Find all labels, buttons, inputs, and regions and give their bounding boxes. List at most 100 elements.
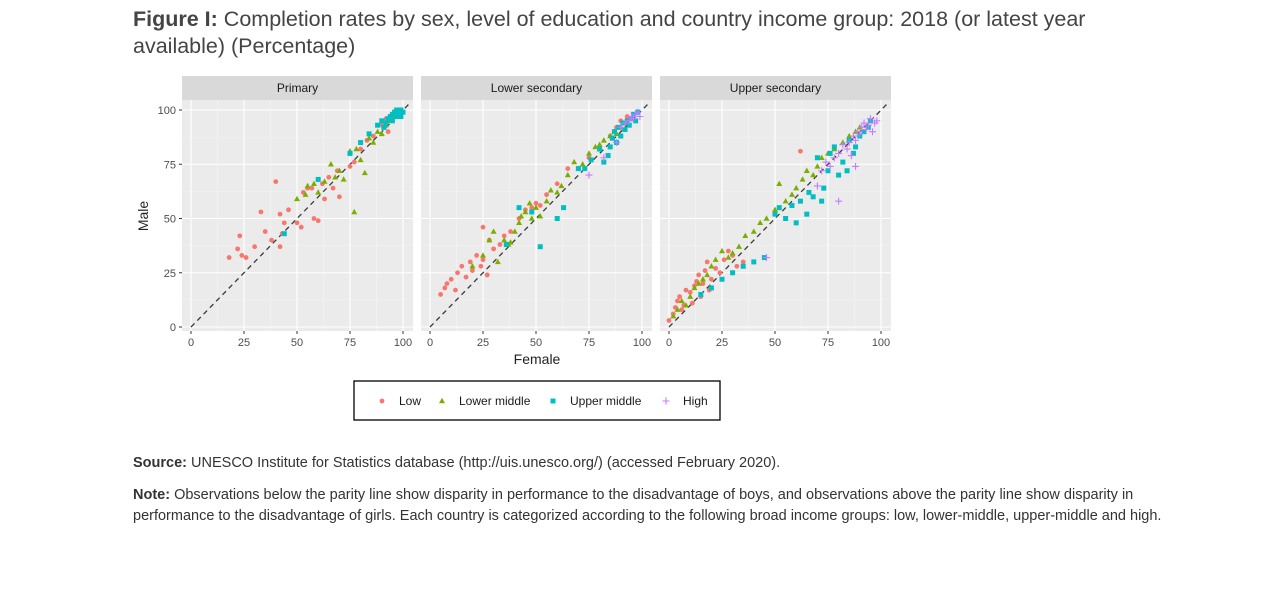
point-low: [679, 307, 685, 313]
point-high: [634, 108, 642, 116]
point-upper-middle: [740, 263, 746, 269]
x-tick-label: 100: [872, 337, 890, 349]
y-axis-label: Male: [135, 201, 151, 232]
point-lower-middle: [304, 182, 311, 189]
point-upper-middle: [719, 276, 725, 282]
point-upper-middle: [825, 168, 831, 174]
x-tick-label: 100: [633, 337, 651, 349]
point-upper-middle: [708, 285, 714, 291]
point-high: [866, 115, 874, 123]
legend-label: High: [683, 394, 708, 408]
point-lower-middle: [691, 284, 698, 291]
point-upper-middle: [516, 205, 522, 211]
point-lower-middle: [776, 180, 783, 186]
point-lower-middle: [533, 204, 539, 210]
point-upper-middle: [381, 124, 387, 130]
point-lower-middle: [439, 397, 445, 404]
point-high: [662, 397, 670, 405]
point-lower-middle: [490, 228, 497, 234]
legend-box: [353, 380, 721, 421]
point-low: [243, 255, 249, 260]
point-upper-middle: [607, 144, 613, 150]
point-high: [830, 154, 838, 162]
point-lower-middle: [750, 228, 757, 234]
point-lower-middle: [327, 161, 334, 167]
point-high: [636, 113, 644, 121]
point-upper-middle: [622, 127, 628, 133]
point-lower-middle: [793, 184, 800, 191]
point-low: [725, 248, 731, 254]
point-lower-middle: [571, 158, 578, 165]
point-upper-middle: [379, 118, 385, 124]
point-low: [358, 146, 363, 152]
point-upper-middle: [605, 153, 611, 159]
point-high: [847, 152, 855, 160]
series-high: [585, 108, 644, 179]
point-lower-middle: [518, 213, 525, 219]
y-tick-label: 100: [158, 105, 176, 117]
parity-line: [190, 103, 410, 328]
legend-item-upper-middle: Upper middle: [550, 394, 642, 408]
point-low: [351, 159, 357, 165]
point-upper-middle: [597, 146, 603, 152]
point-lower-middle: [564, 171, 571, 178]
point-lower-middle: [494, 258, 501, 265]
point-low: [226, 255, 232, 260]
point-low: [258, 209, 264, 215]
y-tick-label: 50: [164, 214, 176, 226]
point-lower-middle: [558, 182, 565, 189]
point-lower-middle: [763, 215, 770, 221]
point-lower-middle: [810, 171, 817, 178]
point-low: [501, 233, 507, 239]
point-low: [273, 179, 279, 185]
legend: Low Lower middle Upper middle High: [353, 380, 721, 421]
point-low: [666, 318, 672, 323]
point-lower-middle: [670, 312, 677, 319]
panel-strip: [660, 76, 891, 100]
point-upper-middle: [400, 109, 406, 115]
point-high: [873, 117, 881, 125]
point-upper-middle: [698, 291, 704, 297]
point-lower-middle: [332, 174, 339, 180]
point-high: [617, 123, 625, 131]
point-low: [683, 287, 689, 293]
point-high: [869, 128, 877, 136]
point-low: [322, 196, 327, 202]
point-lower-middle: [735, 243, 742, 249]
x-tick-label: 25: [477, 337, 489, 349]
chart-note: Note: Observations below the parity line…: [133, 485, 1173, 527]
point-low: [480, 224, 486, 230]
legend-label: Lower middle: [459, 394, 531, 408]
point-low: [709, 276, 714, 282]
point-low: [315, 218, 321, 224]
note-label: Note:: [133, 487, 171, 503]
point-low: [442, 285, 448, 291]
point-upper-middle: [609, 135, 615, 141]
point-low: [347, 164, 353, 169]
point-lower-middle: [357, 156, 364, 163]
point-low: [554, 181, 560, 187]
y-tick-label: 0: [170, 322, 176, 334]
point-low: [269, 237, 274, 243]
panel-lower-secondary: Lower secondary 0 25 50 75 100: [421, 76, 652, 349]
point-low: [491, 246, 496, 252]
point-upper-middle: [537, 244, 543, 250]
point-lower-middle: [772, 206, 778, 213]
point-upper-middle: [611, 129, 617, 135]
point-high: [600, 154, 608, 162]
point-upper-middle: [793, 220, 799, 226]
point-lower-middle: [353, 145, 360, 152]
point-low: [544, 192, 549, 198]
point-lower-middle: [682, 302, 689, 308]
point-upper-middle: [821, 185, 827, 191]
point-lower-middle: [712, 256, 719, 262]
point-low: [624, 114, 630, 119]
x-tick-label: 25: [716, 337, 728, 349]
point-lower-middle: [526, 200, 533, 206]
point-upper-middle: [358, 140, 364, 146]
point-lower-middle: [310, 180, 317, 186]
point-lower-middle: [370, 139, 377, 145]
point-low: [438, 292, 443, 297]
x-tick-label: 50: [769, 337, 781, 349]
point-upper-middle: [819, 198, 825, 204]
